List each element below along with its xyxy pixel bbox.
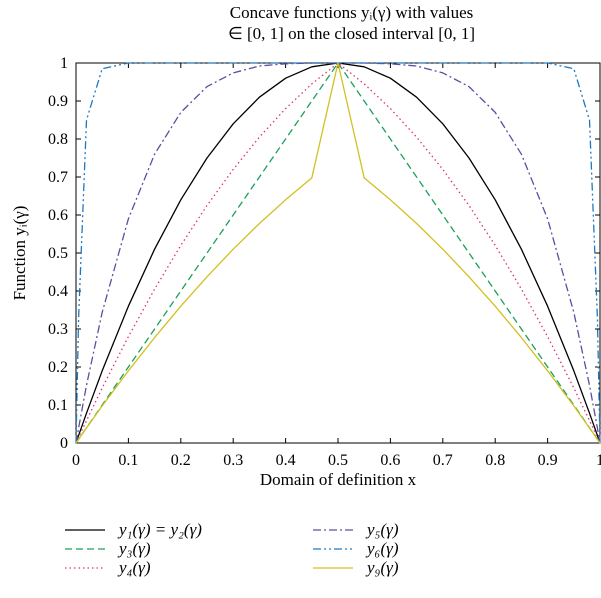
x-tick-label: 0 bbox=[72, 452, 80, 469]
y-tick-label: 0 bbox=[60, 435, 68, 452]
series-line-1 bbox=[75, 62, 601, 444]
series-line-4 bbox=[75, 62, 601, 444]
x-tick-label: 0.1 bbox=[118, 452, 138, 469]
y-tick-label: 0.1 bbox=[48, 397, 68, 414]
x-tick-label: 0.9 bbox=[538, 452, 558, 469]
y-tick-label: 0.8 bbox=[48, 131, 68, 148]
series-line-5 bbox=[75, 62, 601, 444]
x-tick-label: 0.5 bbox=[328, 452, 348, 469]
legend-label-2: y₃(γ) bbox=[117, 539, 151, 558]
y-tick-label: 0.2 bbox=[48, 359, 68, 376]
series-line-2 bbox=[75, 62, 601, 444]
x-tick-label: 0.8 bbox=[485, 452, 505, 469]
y-tick-label: 0.5 bbox=[48, 245, 68, 262]
chart-title-line-1: Concave functions yᵢ(γ) with values bbox=[229, 3, 474, 22]
y-tick-label: 0.3 bbox=[48, 321, 68, 338]
plot-frame bbox=[75, 62, 601, 444]
legend-label-1: y₁(γ) = y₂(γ) bbox=[117, 520, 202, 539]
x-tick-label: 0.2 bbox=[171, 452, 191, 469]
x-tick-label: 0.7 bbox=[433, 452, 453, 469]
x-tick-label: 1 bbox=[596, 452, 601, 469]
series-line-3 bbox=[75, 62, 601, 444]
y-axis-label: Function yᵢ(γ) bbox=[10, 206, 29, 301]
legend-label-3: y₄(γ) bbox=[117, 558, 151, 577]
y-tick-label: 1 bbox=[60, 55, 68, 72]
y-tick-label: 0.7 bbox=[48, 169, 68, 186]
series-line-6 bbox=[75, 62, 601, 444]
y-tick-label: 0.4 bbox=[48, 283, 68, 300]
x-tick-label: 0.4 bbox=[276, 452, 296, 469]
y-tick-label: 0.9 bbox=[48, 93, 68, 110]
x-axis-label: Domain of definition x bbox=[260, 470, 417, 489]
legend-label-6: y₉(γ) bbox=[365, 558, 399, 577]
legend-label-5: y₆(γ) bbox=[365, 539, 399, 558]
legend-label-4: y₅(γ) bbox=[365, 520, 399, 539]
y-tick-label: 0.6 bbox=[48, 207, 68, 224]
chart-title-line-2: ∈ [0, 1] on the closed interval [0, 1] bbox=[227, 24, 476, 43]
x-tick-label: 0.6 bbox=[380, 452, 400, 469]
x-tick-label: 0.3 bbox=[223, 452, 243, 469]
